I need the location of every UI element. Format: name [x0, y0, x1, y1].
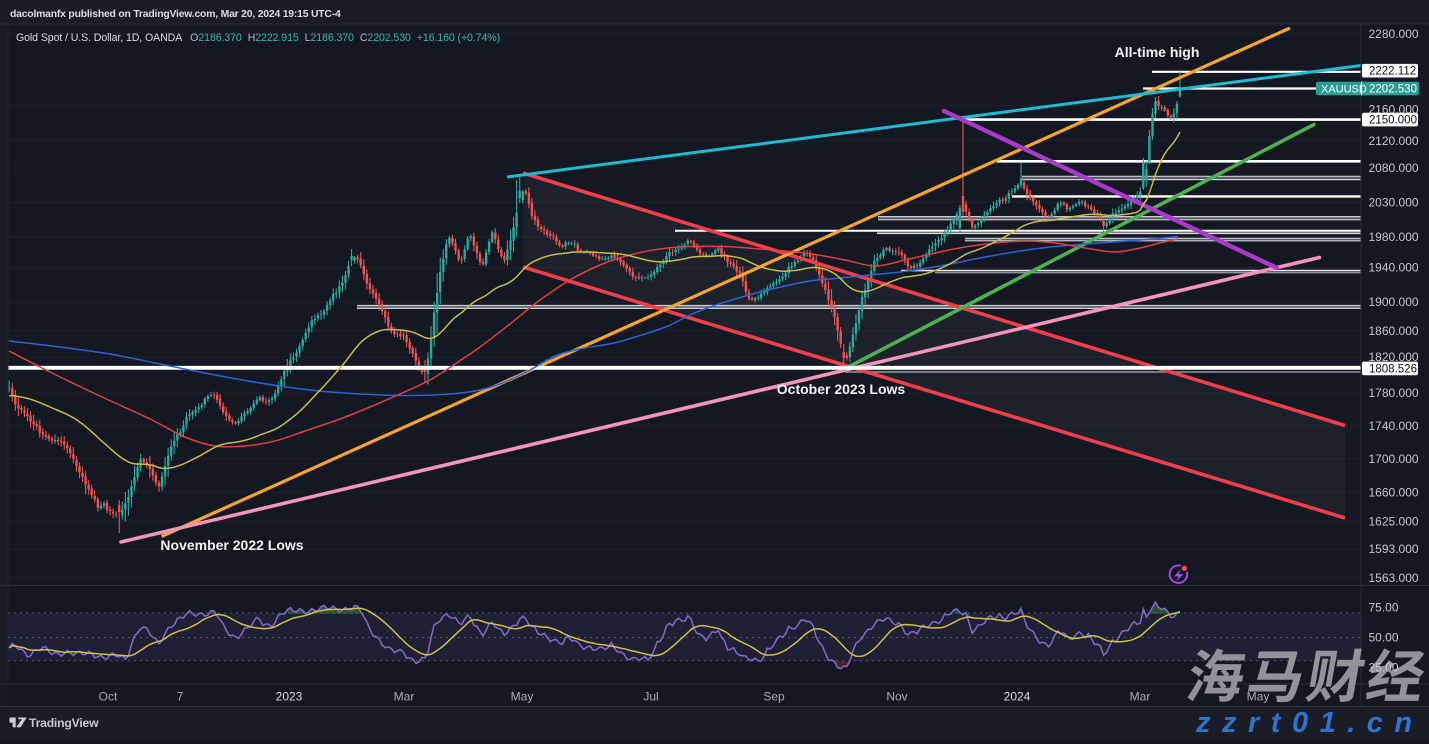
svg-text:75.00: 75.00 — [1369, 601, 1399, 615]
svg-text:2150.000: 2150.000 — [1369, 115, 1417, 127]
svg-text:1808.526: 1808.526 — [1369, 363, 1417, 375]
svg-text:1625.000: 1625.000 — [1369, 515, 1419, 529]
svg-text:2280.000: 2280.000 — [1369, 27, 1419, 41]
svg-text:Sep: Sep — [763, 690, 785, 704]
svg-text:May: May — [511, 690, 534, 704]
svg-text:1740.000: 1740.000 — [1369, 419, 1419, 433]
svg-text:2023: 2023 — [276, 690, 303, 704]
svg-text:1820.000: 1820.000 — [1369, 350, 1419, 364]
svg-text:1940.000: 1940.000 — [1369, 261, 1419, 275]
svg-text:Oct: Oct — [99, 690, 118, 704]
svg-text:2024: 2024 — [1004, 690, 1031, 704]
svg-text:2222.112: 2222.112 — [1369, 66, 1416, 78]
svg-text:Gold Spot / U.S. Dollar, 1D, O: Gold Spot / U.S. Dollar, 1D, OANDA O2186.… — [16, 32, 500, 44]
svg-text:XAUUSD: XAUUSD — [1321, 84, 1367, 96]
svg-text:Mar: Mar — [394, 690, 415, 704]
svg-text:2030.000: 2030.000 — [1369, 196, 1419, 210]
svg-text:May: May — [1247, 690, 1270, 704]
svg-text:7: 7 — [177, 690, 184, 704]
svg-text:Jul: Jul — [643, 690, 658, 704]
svg-text:1780.000: 1780.000 — [1369, 386, 1419, 400]
svg-text:dacolmanfx published on Tradin: dacolmanfx published on TradingView.com,… — [10, 9, 341, 20]
svg-text:1980.000: 1980.000 — [1369, 230, 1419, 244]
svg-text:2120.000: 2120.000 — [1369, 134, 1419, 148]
svg-text:1563.000: 1563.000 — [1369, 571, 1419, 585]
svg-text:2202.530: 2202.530 — [1369, 84, 1417, 96]
svg-text:zzrt01.cn: zzrt01.cn — [1195, 707, 1424, 739]
svg-text:All-time high: All-time high — [1115, 44, 1200, 60]
svg-text:2080.000: 2080.000 — [1369, 161, 1419, 175]
svg-text:1593.000: 1593.000 — [1369, 542, 1419, 556]
svg-text:Mar: Mar — [1130, 690, 1151, 704]
svg-text:November 2022 Lows: November 2022 Lows — [160, 537, 303, 553]
svg-text:1860.000: 1860.000 — [1369, 324, 1419, 338]
svg-text:1900.000: 1900.000 — [1369, 295, 1419, 309]
svg-text:October 2023 Lows: October 2023 Lows — [777, 381, 906, 397]
svg-text:25.00: 25.00 — [1369, 661, 1399, 675]
svg-text:1700.000: 1700.000 — [1369, 452, 1419, 466]
svg-text:50.00: 50.00 — [1369, 631, 1399, 645]
svg-text:TradingView: TradingView — [29, 716, 99, 730]
svg-text:1660.000: 1660.000 — [1369, 486, 1419, 500]
svg-text:Nov: Nov — [886, 690, 907, 704]
